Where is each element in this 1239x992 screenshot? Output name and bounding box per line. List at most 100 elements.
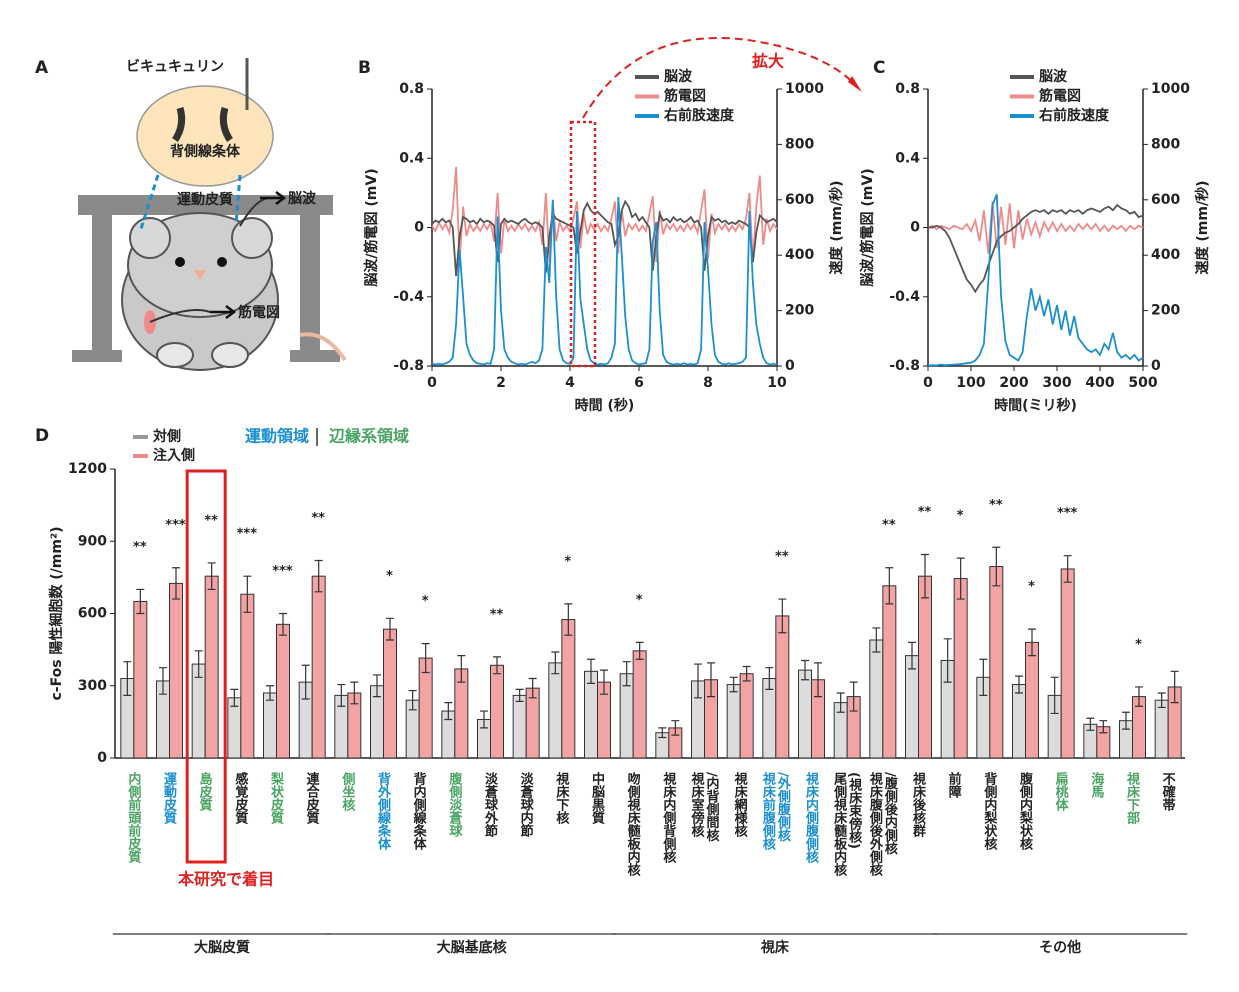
x-tick-label: 6 (634, 375, 644, 391)
bar (133, 600, 148, 759)
error-bar (314, 559, 323, 593)
bar (512, 694, 527, 759)
x-tick-label: 吻側視床髄板内核 (624, 772, 640, 876)
frame-foot (72, 350, 122, 362)
error-bar (1063, 555, 1072, 583)
error-bar (622, 661, 631, 687)
zoom-arrow (582, 37, 859, 119)
x-tick-label: 200 (999, 375, 1028, 391)
x-tick-label: 背外側線条体 (375, 772, 390, 850)
y2-tick-label: 1000 (1151, 81, 1190, 97)
x-tick-label: 8 (703, 375, 713, 391)
x-tick-label: 視床網様核 (731, 772, 747, 837)
error-bar (337, 683, 346, 707)
brain-slice (136, 85, 274, 187)
x-tick-label: 視床下部 (1124, 772, 1139, 824)
error-bar (457, 655, 466, 683)
error-bar (386, 617, 394, 641)
error-bar (729, 676, 738, 693)
error-bar (480, 710, 488, 729)
bar (383, 628, 397, 759)
error-bar (992, 546, 1001, 587)
region-legend: 運動領域 (245, 427, 309, 446)
panel-label: B (358, 58, 371, 78)
bar (490, 664, 504, 759)
significance: * (1028, 580, 1035, 595)
x-tick-label: 背内側線条体 (410, 772, 426, 850)
significance: * (564, 554, 571, 569)
bar (762, 678, 777, 759)
error-bar (742, 665, 751, 682)
bar (191, 663, 206, 759)
y2-tick-label: 400 (1151, 247, 1180, 263)
paw (156, 342, 194, 368)
focus-box (185, 469, 227, 864)
bar (775, 615, 790, 759)
series-line (927, 193, 1144, 367)
eye (175, 257, 185, 267)
x-tick-label: 0 (427, 375, 437, 391)
x-tick-label: 内側前頭前皮質 (125, 772, 141, 863)
error-bar (551, 651, 560, 675)
y2-tick-label: 800 (785, 136, 814, 152)
bar (1154, 699, 1169, 759)
y2-axis-label: 速度 (mm/秒) (1194, 181, 1211, 275)
significance: * (957, 509, 964, 524)
bar (263, 692, 277, 759)
x-tick-label: 扁桃体 (1052, 772, 1068, 811)
error-bar (600, 669, 608, 695)
error-bar (872, 627, 881, 653)
error-bar (694, 663, 702, 699)
arrow (260, 191, 287, 205)
drug-label: ビキュキュリン (126, 59, 224, 75)
legend-label: 脳波 (664, 68, 693, 85)
x-tick-label: 前障 (945, 772, 961, 798)
bar (632, 650, 647, 759)
error-bar (301, 664, 310, 700)
x-tick-label: 連合皮質 (303, 772, 319, 824)
bar (1060, 568, 1075, 759)
y2-tick-label: 600 (1151, 192, 1180, 208)
bar (525, 687, 540, 759)
legend-label: 注入側 (153, 447, 195, 464)
zoom-arrowhead (848, 76, 862, 92)
y2-tick-label: 200 (785, 303, 814, 319)
significance: *** (272, 564, 293, 579)
x-tick-label: 視床内側腹側核 (803, 772, 818, 863)
error-bar (635, 641, 644, 660)
y-tick-label: 0.4 (895, 150, 920, 166)
series-line (431, 199, 778, 277)
x-tick-label: 感覚皮質 (232, 772, 248, 824)
bar (584, 670, 598, 759)
y-tick-label: 0 (97, 750, 107, 766)
significance: *** (237, 527, 258, 542)
error-bar (836, 692, 845, 713)
bar (905, 655, 919, 759)
emg-label: 筋電図 (238, 304, 280, 321)
error-bar (243, 575, 252, 613)
significance: * (422, 594, 429, 609)
legend-label: 筋電図 (664, 88, 706, 105)
series-line (431, 166, 778, 263)
error-bar (778, 598, 787, 634)
group-label: 大脳基底核 (437, 939, 507, 956)
x-tick-label: 視床下核 (553, 772, 569, 824)
y2-tick-label: 0 (785, 358, 795, 374)
significance: *** (1057, 506, 1078, 521)
bar (739, 673, 754, 759)
group-label: その他 (1039, 939, 1081, 956)
zoom-line (234, 174, 242, 226)
bar (561, 619, 576, 759)
series-line (928, 203, 1144, 294)
arrow (210, 305, 237, 319)
y-tick-label: 600 (78, 606, 107, 622)
error-bar (528, 677, 537, 699)
error-bar (279, 612, 287, 636)
x-tick-label: 視床前腹側核 /外側腹側核 (759, 772, 790, 850)
significance: ** (918, 505, 932, 520)
significance: * (1135, 637, 1142, 652)
error-bar (765, 667, 774, 690)
nose (194, 270, 206, 280)
bar (619, 673, 634, 759)
error-bar (159, 667, 167, 695)
